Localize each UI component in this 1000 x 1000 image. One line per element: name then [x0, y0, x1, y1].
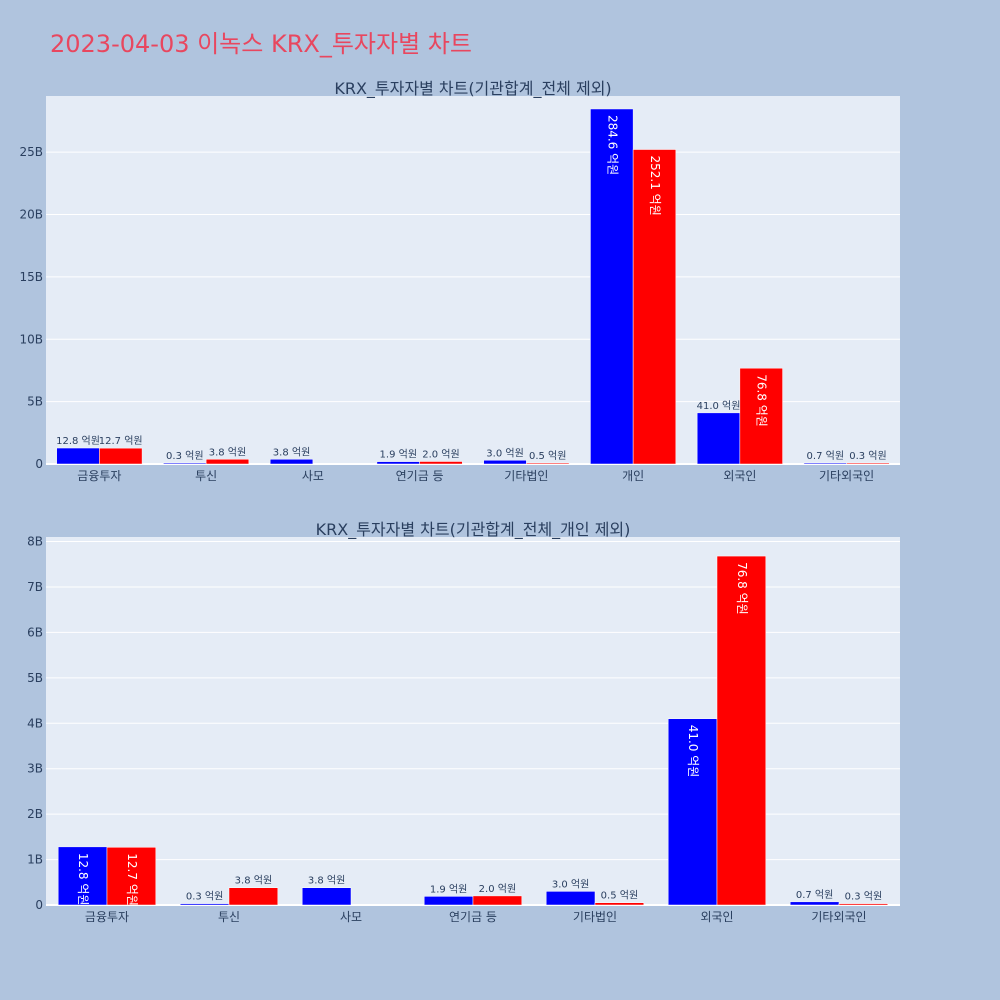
bar	[419, 461, 463, 465]
x-tick-label: 투신	[195, 469, 217, 483]
bar	[106, 847, 157, 906]
bar	[179, 903, 230, 906]
y-tick-label: 0	[35, 898, 43, 912]
bar	[526, 462, 570, 465]
y-tick-label: 4B	[27, 716, 43, 730]
data-label: 0.3 억원	[849, 450, 886, 462]
y-tick-label: 25B	[19, 145, 43, 159]
y-tick-label: 20B	[19, 208, 43, 222]
x-tick-label: 금융투자	[85, 910, 129, 924]
bar	[803, 462, 847, 465]
bar	[716, 555, 767, 906]
data-label: 76.8 억원	[735, 562, 749, 615]
bar	[632, 149, 677, 465]
bar	[269, 459, 314, 465]
x-tick-label: 연기금 등	[449, 910, 497, 924]
plot-area	[46, 537, 900, 905]
y-tick-label: 2B	[27, 807, 43, 821]
data-label: 0.3 억원	[845, 891, 882, 903]
data-label: 1.9 억원	[380, 449, 417, 461]
y-tick-label: 7B	[27, 580, 43, 594]
page-title: 2023-04-03 이녹스 KRX_투자자별 차트	[50, 30, 472, 58]
y-tick-label: 1B	[27, 853, 43, 867]
bar	[696, 412, 741, 465]
data-label: 41.0 억원	[686, 725, 700, 778]
data-label: 12.8 억원	[76, 853, 90, 906]
data-label: 1.9 억원	[430, 883, 467, 895]
chart-title: KRX_투자자별 차트(기관합계_전체_개인 제외)	[316, 520, 631, 540]
x-tick-label: 투신	[218, 910, 240, 924]
data-label: 0.5 억원	[529, 450, 566, 462]
x-tick-label: 개인	[622, 469, 644, 483]
data-label: 12.8 억원	[56, 435, 100, 447]
y-tick-label: 3B	[27, 762, 43, 776]
x-tick-label: 기타법인	[504, 469, 548, 483]
bar	[838, 903, 889, 906]
x-tick-label: 연기금 등	[396, 469, 444, 483]
data-label: 12.7 억원	[99, 435, 143, 447]
x-tick-label: 기타외국인	[819, 469, 874, 483]
data-label: 0.7 억원	[807, 450, 844, 462]
y-tick-label: 5B	[27, 395, 43, 409]
x-tick-label: 기타법인	[573, 910, 617, 924]
data-label: 3.8 억원	[308, 875, 345, 887]
bar	[205, 459, 250, 465]
data-label: 41.0 억원	[697, 400, 741, 412]
bar	[667, 718, 718, 906]
data-label: 0.3 억원	[166, 450, 203, 462]
x-tick-label: 사모	[302, 469, 324, 483]
data-label: 3.8 억원	[209, 446, 246, 458]
chart-title: KRX_투자자별 차트(기관합계_전체 제외)	[334, 79, 611, 99]
data-label: 76.8 억원	[755, 374, 769, 427]
bar	[472, 895, 523, 906]
bar	[594, 902, 645, 906]
y-tick-label: 0	[35, 457, 43, 471]
y-tick-label: 15B	[19, 270, 43, 284]
bar	[57, 846, 108, 906]
bar	[846, 462, 890, 465]
data-label: 284.6 억원	[605, 115, 619, 175]
bar	[99, 447, 143, 465]
data-label: 3.0 억원	[486, 447, 523, 459]
y-tick-label: 5B	[27, 671, 43, 685]
bar	[301, 887, 352, 906]
data-label: 3.8 억원	[235, 875, 272, 887]
data-label: 3.0 억원	[552, 878, 589, 890]
data-label: 2.0 억원	[422, 449, 459, 461]
data-label: 0.5 억원	[601, 890, 638, 902]
x-tick-label: 기타외국인	[811, 910, 866, 924]
bar	[228, 887, 279, 906]
chart-top: 0 5B 10B 15B 20B 25B KRX_투자자별 차트(기관합계_전체 제외) 금융…	[19, 79, 900, 483]
bar	[789, 901, 840, 906]
bar	[423, 896, 474, 906]
data-label: 0.3 억원	[186, 891, 223, 903]
bar	[163, 462, 207, 465]
bar	[483, 460, 527, 465]
x-tick-label: 외국인	[723, 469, 756, 483]
data-label: 12.7 억원	[125, 853, 139, 906]
x-tick-label: 외국인	[700, 910, 733, 924]
y-tick-label: 6B	[27, 625, 43, 639]
data-label: 3.8 억원	[273, 446, 310, 458]
bar	[545, 891, 596, 906]
y-tick-label: 8B	[27, 535, 43, 549]
bar	[739, 367, 783, 465]
x-tick-label: 사모	[340, 910, 362, 924]
chart-bottom: 0 1B 2B 3B 4B 5B 6B 7B 8B KRX_투자자별 차트(기관합계_전체_개인 …	[27, 520, 900, 924]
y-tick-label: 10B	[19, 332, 43, 346]
data-label: 252.1 억원	[648, 156, 662, 216]
data-label: 0.7 억원	[796, 889, 833, 901]
bar	[56, 447, 100, 465]
x-tick-label: 금융투자	[77, 469, 121, 483]
data-label: 2.0 억원	[479, 883, 516, 895]
bar	[376, 461, 420, 465]
